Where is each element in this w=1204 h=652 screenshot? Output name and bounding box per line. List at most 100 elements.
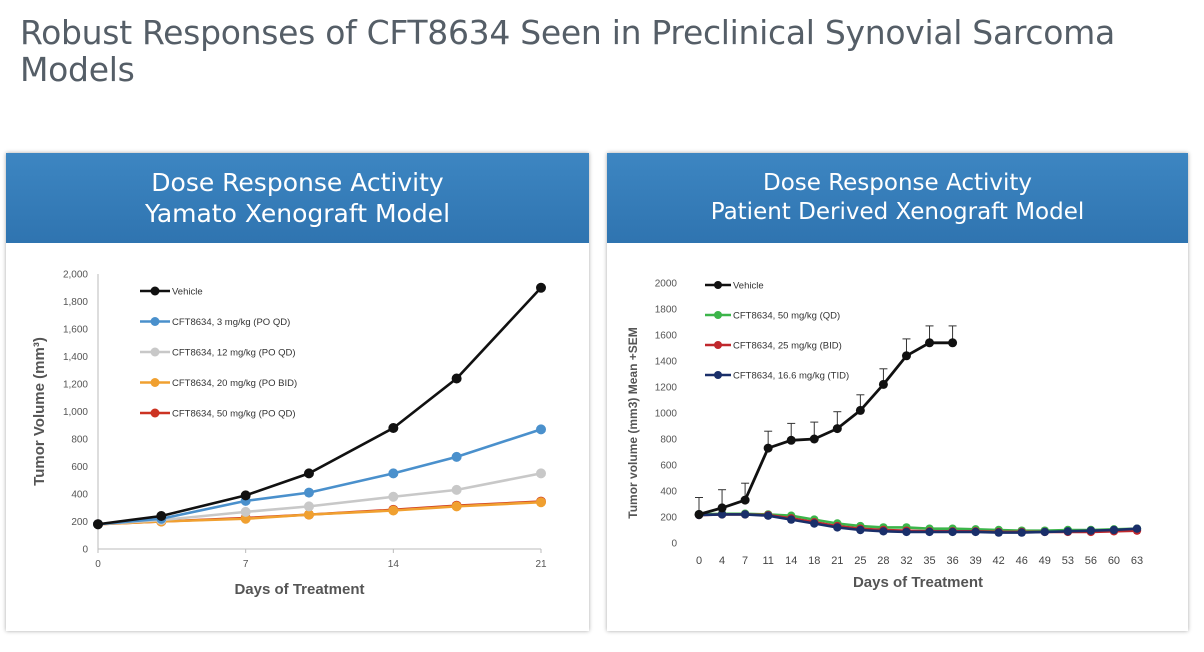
- x-tick-label: 14: [388, 559, 400, 570]
- data-point: [856, 525, 865, 535]
- x-tick-label: 21: [535, 559, 547, 570]
- data-point: [240, 513, 251, 524]
- data-point: [388, 468, 399, 479]
- y-tick-label: 1400: [655, 357, 678, 368]
- legend-swatch-marker: [150, 347, 160, 357]
- left-line-chart: 0 200 400 600 800 1,000 1,200 1,400 1,600 1,800 2,…: [31, 270, 547, 599]
- y-axis-title: Tumor Volume (mm³): [31, 337, 48, 486]
- data-point: [994, 528, 1003, 537]
- x-tick-label: 11: [762, 555, 773, 567]
- data-point: [833, 523, 842, 532]
- data-point: [1132, 524, 1142, 533]
- data-point: [948, 338, 958, 348]
- legend-label: CFT8634, 3 mg/kg (PO QD): [172, 317, 290, 328]
- data-point: [763, 443, 773, 453]
- right-panel-header-line1: Dose Response Activity: [762, 170, 1032, 196]
- legend-label: CFT8634, 12 mg/kg (PO QD): [172, 348, 296, 359]
- legend-label: Vehicle: [172, 287, 203, 298]
- data-point: [786, 435, 796, 445]
- x-axis-title: Days of Treatment: [853, 574, 983, 591]
- y-tick-label: 2,000: [63, 270, 88, 281]
- legend-swatch-marker: [150, 286, 160, 296]
- data-point: [536, 468, 546, 479]
- x-tick-label: 35: [923, 555, 935, 567]
- y-tick-label: 200: [71, 517, 88, 528]
- x-tick-label: 49: [1039, 555, 1051, 567]
- data-point: [303, 501, 314, 512]
- data-point: [925, 338, 935, 348]
- data-point: [240, 490, 251, 501]
- right-panel-header-line2: Patient Derived Xenograft Model: [710, 199, 1085, 225]
- x-tick-label: 39: [970, 555, 982, 567]
- x-tick-label: 25: [854, 555, 866, 567]
- right-panel-header: Dose Response Activity Patient Derived X…: [607, 153, 1188, 243]
- data-point: [925, 527, 934, 537]
- data-point: [763, 511, 773, 520]
- data-point: [1109, 525, 1119, 535]
- y-tick-label: 800: [660, 435, 677, 446]
- y-tick-label: 600: [71, 462, 88, 473]
- y-tick-label: 400: [71, 490, 88, 501]
- y-tick-label: 2000: [655, 279, 678, 290]
- x-tick-label: 0: [95, 559, 101, 570]
- y-axis-title: Tumor volume (mm3) Mean +SEM: [626, 327, 640, 518]
- legend-label: Vehicle: [733, 281, 764, 292]
- y-tick-label: 0: [82, 545, 88, 556]
- data-point: [971, 527, 980, 537]
- data-point: [536, 282, 546, 293]
- data-point: [156, 511, 167, 521]
- legend-label: CFT8634, 20 mg/kg (PO BID): [172, 378, 297, 389]
- data-point: [740, 495, 750, 505]
- data-point: [717, 510, 727, 519]
- legend-label: CFT8634, 50 mg/kg (QD): [733, 311, 840, 322]
- y-tick-label: 1,600: [63, 325, 88, 336]
- data-point: [787, 515, 796, 524]
- x-tick-label: 7: [243, 559, 249, 570]
- legend-swatch-marker: [714, 371, 722, 379]
- y-tick-label: 400: [660, 487, 677, 498]
- x-tick-label: 0: [696, 555, 702, 567]
- data-point: [1017, 528, 1026, 537]
- data-point: [901, 351, 911, 361]
- data-point: [740, 510, 750, 519]
- data-point: [303, 468, 314, 479]
- data-point: [303, 509, 314, 520]
- legend-swatch-marker: [150, 378, 160, 387]
- legend-label: CFT8634, 16.6 mg/kg (TID): [733, 371, 849, 382]
- x-tick-label: 56: [1085, 555, 1097, 567]
- data-point: [240, 506, 251, 517]
- series-line: [97, 428, 542, 526]
- legend-swatch-marker: [150, 408, 160, 418]
- series-line: [698, 341, 953, 516]
- x-tick-label: 42: [993, 555, 1005, 567]
- x-tick-label: 60: [1108, 555, 1120, 567]
- data-point: [694, 509, 704, 519]
- data-point: [902, 527, 911, 537]
- data-point: [451, 373, 462, 384]
- x-tick-label: 14: [785, 555, 797, 567]
- data-point: [388, 491, 399, 502]
- legend-label: CFT8634, 25 mg/kg (BID): [733, 341, 842, 352]
- data-point: [451, 451, 462, 462]
- data-point: [303, 487, 314, 498]
- x-tick-label: 7: [742, 555, 748, 567]
- legend-label: CFT8634, 50 mg/kg (PO QD): [172, 409, 296, 420]
- series-line: [97, 286, 542, 526]
- y-tick-label: 1,800: [63, 297, 88, 308]
- data-point: [451, 484, 462, 495]
- x-tick-label: 32: [900, 555, 912, 567]
- left-panel-header-line2: Yamato Xenograft Model: [144, 199, 451, 228]
- x-tick-label: 28: [877, 555, 889, 567]
- x-tick-label: 4: [719, 555, 725, 567]
- data-point: [809, 434, 819, 444]
- legend-swatch-marker: [714, 311, 722, 319]
- right-chart-panel: Dose Response Activity Patient Derived X…: [607, 153, 1188, 631]
- y-tick-label: 800: [71, 435, 88, 446]
- y-tick-label: 600: [660, 461, 677, 472]
- y-tick-label: 1,200: [63, 380, 88, 391]
- legend-swatch-marker: [714, 281, 722, 289]
- y-tick-label: 1,000: [63, 407, 88, 418]
- y-tick-label: 1,400: [63, 352, 88, 363]
- left-chart-panel: Dose Response Activity Yamato Xenograft …: [6, 153, 589, 631]
- x-tick-label: 46: [1016, 555, 1028, 567]
